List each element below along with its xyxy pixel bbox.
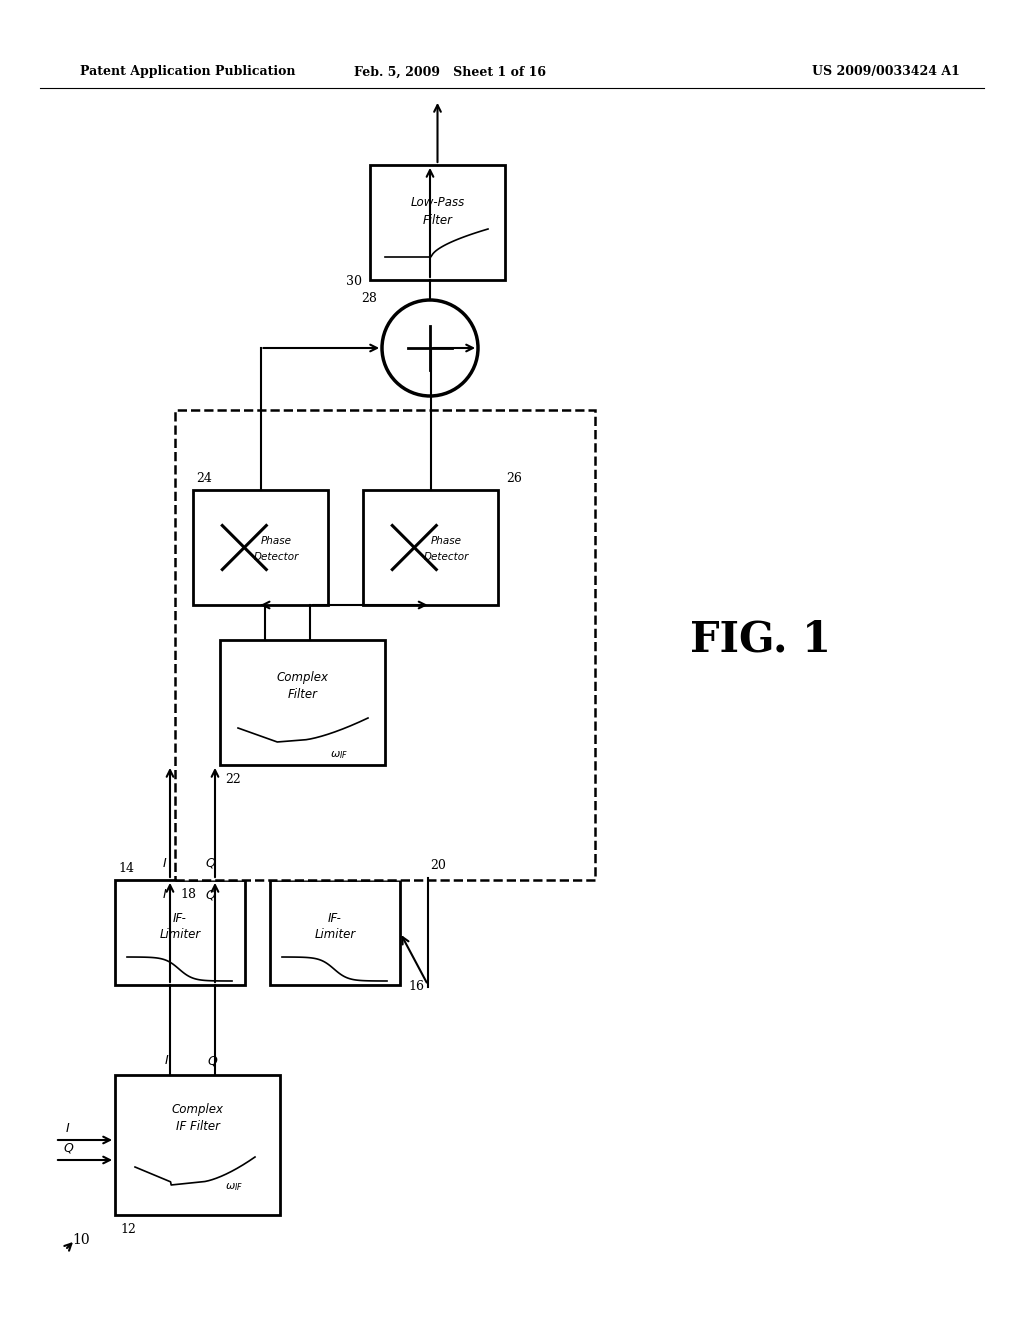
Text: 24: 24 [196, 473, 212, 484]
Text: Low-Pass: Low-Pass [411, 197, 465, 210]
Text: 16: 16 [408, 979, 424, 993]
Ellipse shape [382, 300, 478, 396]
Bar [115, 880, 245, 985]
Text: $\omega_{IF}$: $\omega_{IF}$ [224, 1181, 243, 1193]
Text: 26: 26 [506, 473, 522, 484]
Text: Phase: Phase [261, 536, 292, 546]
Text: Limiter: Limiter [314, 928, 355, 940]
Bar [115, 1074, 280, 1214]
Text: I: I [165, 1053, 169, 1067]
Text: I: I [163, 857, 167, 870]
Text: Limiter: Limiter [160, 928, 201, 940]
Bar [220, 640, 385, 766]
Text: $\omega_{IF}$: $\omega_{IF}$ [330, 750, 348, 760]
Text: Detector: Detector [254, 553, 299, 562]
Text: FIG. 1: FIG. 1 [689, 619, 830, 661]
Text: Q: Q [205, 888, 215, 902]
Text: 10: 10 [73, 1233, 90, 1247]
Text: IF Filter: IF Filter [175, 1121, 219, 1134]
Bar [193, 490, 328, 605]
Text: 20: 20 [430, 859, 445, 873]
Text: Q: Q [205, 857, 215, 870]
Text: 30: 30 [346, 275, 362, 288]
Text: IF-: IF- [173, 912, 187, 924]
Text: Complex: Complex [276, 672, 329, 685]
Bar [362, 490, 498, 605]
Text: Patent Application Publication: Patent Application Publication [80, 66, 296, 78]
Text: IF-: IF- [328, 912, 342, 924]
Text: Complex: Complex [171, 1104, 223, 1117]
Bar [175, 411, 595, 880]
Text: Filter: Filter [288, 689, 317, 701]
Text: 28: 28 [361, 292, 377, 305]
Text: Q: Q [207, 1053, 217, 1067]
Text: Feb. 5, 2009   Sheet 1 of 16: Feb. 5, 2009 Sheet 1 of 16 [354, 66, 546, 78]
Text: US 2009/0033424 A1: US 2009/0033424 A1 [812, 66, 961, 78]
Text: 12: 12 [120, 1224, 136, 1236]
Text: Detector: Detector [424, 553, 469, 562]
Text: 14: 14 [118, 862, 134, 875]
Text: 22: 22 [225, 774, 241, 785]
Text: 18: 18 [180, 888, 196, 902]
Bar [370, 165, 505, 280]
Text: I: I [163, 888, 167, 902]
Text: Q: Q [63, 1142, 73, 1155]
Text: Phase: Phase [431, 536, 462, 546]
Text: I: I [67, 1122, 70, 1134]
Text: Filter: Filter [423, 214, 453, 227]
Bar [270, 880, 400, 985]
